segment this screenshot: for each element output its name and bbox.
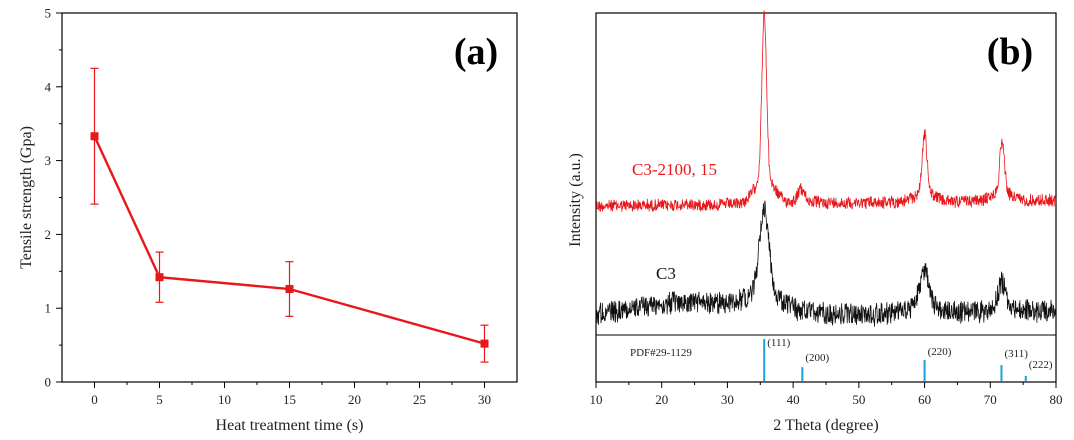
panel-a-x-axis-title: Heat treatment time (s): [216, 417, 364, 434]
panel-a-data-point: [480, 339, 489, 348]
panel-a-y-tick-label: 5: [45, 6, 52, 21]
panel-b-x-tick-label: 20: [655, 392, 668, 407]
panel-a-y-tick-label: 0: [45, 375, 52, 390]
panel-a-x-tick-label: 30: [478, 392, 491, 407]
panel-b: 10 20 30 40 50 60 70 80 (111) (200) (220) (311)(22…: [567, 9, 1063, 434]
reference-hkl-label: (220): [928, 346, 952, 358]
panel-b-x-tick-label: 30: [721, 392, 734, 407]
xrd-series-line: [595, 200, 1056, 327]
reference-hkl-label: (222): [1029, 359, 1053, 371]
panel-a: 0 5 10 15 20 25 30 0 1 2 3 4 5 Heat treatment time (…: [18, 6, 518, 434]
panel-b-y-axis-title: Intensity (a.u.): [567, 153, 584, 247]
panel-a-data-point: [90, 132, 99, 141]
xrd-series-line: [595, 9, 1057, 212]
panel-b-letter: (b): [987, 31, 1033, 73]
panel-a-series-line: [93, 135, 485, 345]
panel-a-letter: (a): [454, 31, 498, 73]
reference-hkl-label: (111): [767, 337, 790, 349]
panel-a-data-point: [155, 273, 164, 282]
reference-label: PDF#29-1129: [630, 347, 692, 359]
panel-a-frame: [61, 12, 518, 383]
series-label-c3: C3: [656, 264, 676, 283]
panel-b-x-tick-label: 40: [787, 392, 800, 407]
panel-b-x-tick-label: 50: [852, 392, 865, 407]
panel-b-x-tick-label: 70: [984, 392, 997, 407]
panel-a-data-point: [285, 285, 294, 294]
panel-b-x-tick-label: 80: [1050, 392, 1063, 407]
panel-a-x-tick-label: 10: [218, 392, 231, 407]
panel-a-x-tick-label: 0: [91, 392, 98, 407]
panel-a-y-tick-label: 1: [45, 301, 52, 316]
panel-a-y-axis-title: Tensile strength (Gpa): [18, 126, 35, 269]
panel-a-x-tick-label: 5: [156, 392, 163, 407]
panel-b-x-tick-label: 10: [590, 392, 603, 407]
panel-a-x-tick-label: 15: [283, 392, 296, 407]
series-label-c3-2100-15: C3-2100, 15: [632, 160, 717, 179]
panel-a-y-tick-label: 3: [45, 153, 52, 168]
panel-a-y-tick-label: 4: [45, 79, 52, 94]
panel-b-x-axis-title: 2 Theta (degree): [773, 417, 878, 434]
panel-a-x-tick-label: 20: [348, 392, 361, 407]
panel-b-x-tick-label: 60: [918, 392, 931, 407]
reference-hkl-label: (311): [1004, 348, 1028, 360]
reference-hkl-label: (200): [805, 352, 829, 364]
panel-a-x-tick-label: 25: [413, 392, 426, 407]
panel-a-y-tick-label: 2: [45, 227, 52, 242]
